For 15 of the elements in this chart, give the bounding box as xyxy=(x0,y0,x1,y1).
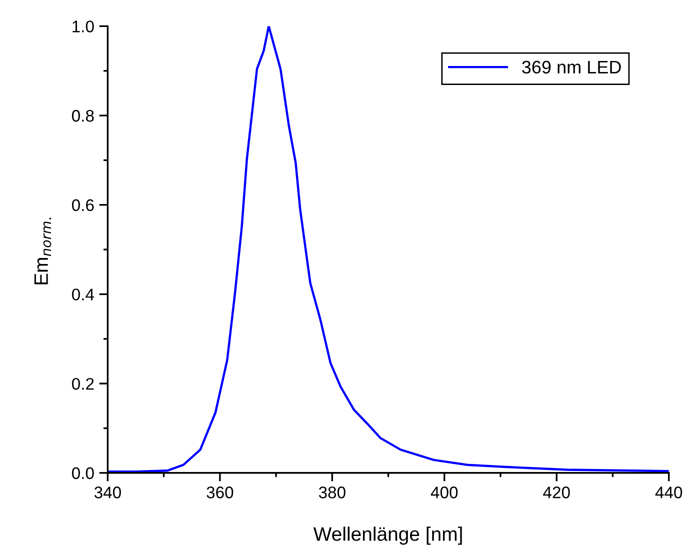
y-tick-label: 0.0 xyxy=(72,467,94,480)
legend-label: 369 nm LED xyxy=(522,60,621,74)
x-tick-label: 440 xyxy=(655,486,682,498)
y-tick-label: 0.2 xyxy=(72,378,94,390)
x-tick-label: 340 xyxy=(94,486,121,498)
x-tick-label: 400 xyxy=(430,486,458,498)
x-tick-label: 420 xyxy=(543,486,570,498)
x-tick-label: 360 xyxy=(206,486,234,498)
y-tick-label: 0.6 xyxy=(72,199,94,212)
y-tick-label: 0.4 xyxy=(72,288,94,300)
y-tick-label: 1.0 xyxy=(72,20,94,32)
x-tick-label: 380 xyxy=(318,486,346,498)
y-tick-label: 0.8 xyxy=(72,110,94,122)
x-axis-title: Wellenlänge [nm] xyxy=(313,526,462,545)
y-axis-title: Em$_{norm.}$ xyxy=(34,218,52,284)
